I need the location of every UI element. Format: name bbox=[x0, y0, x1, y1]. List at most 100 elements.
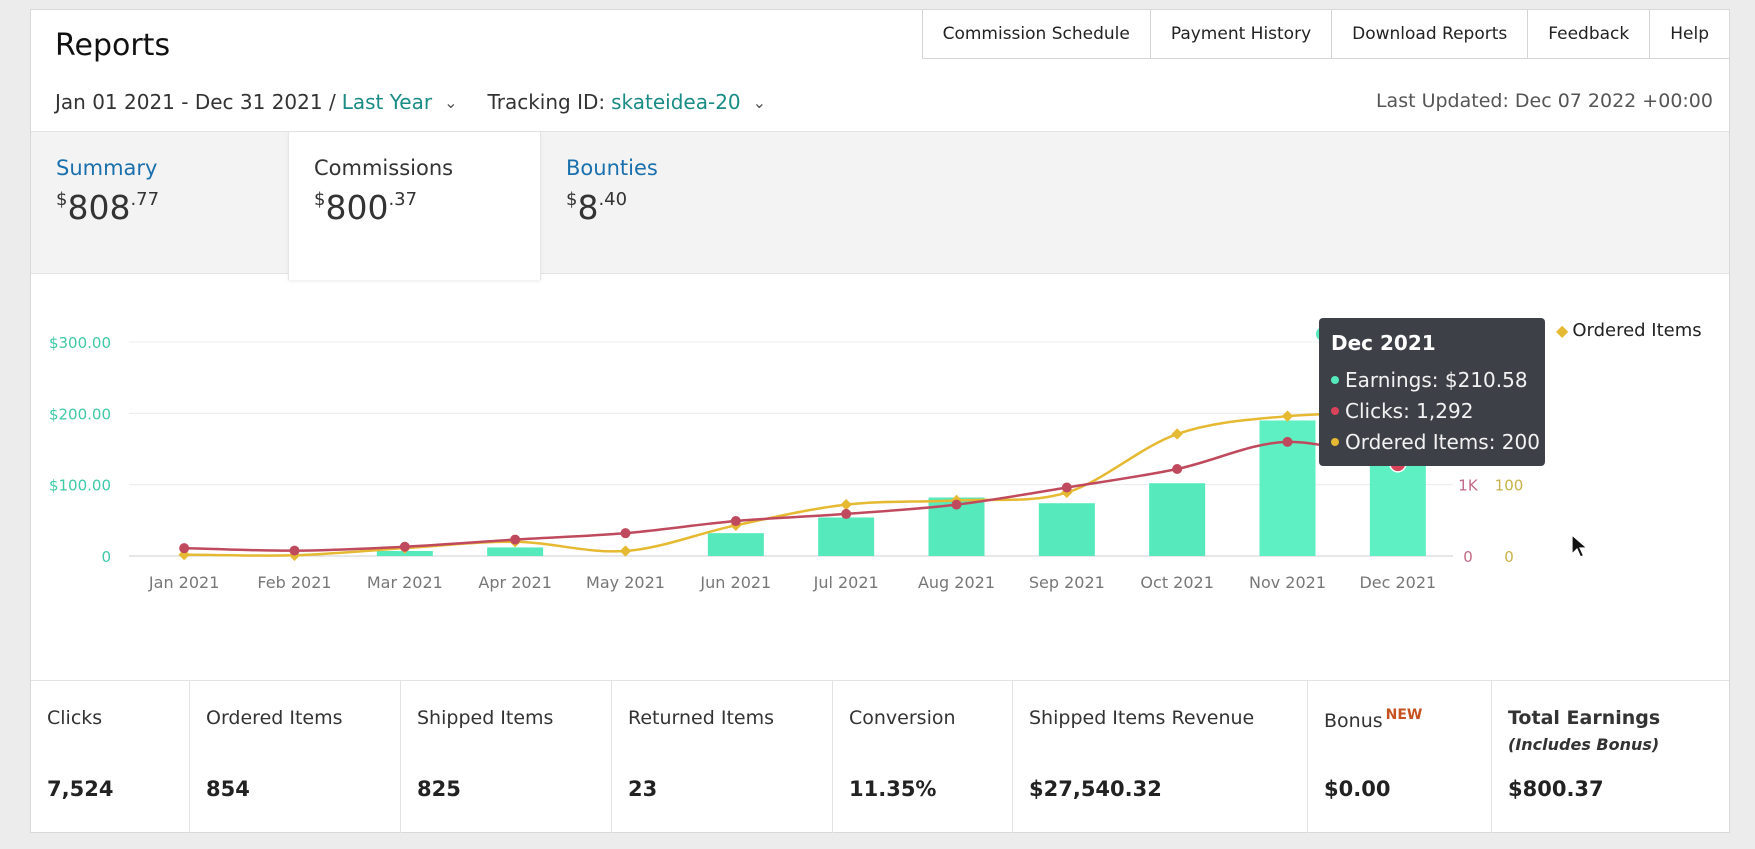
feedback-link[interactable]: Feedback bbox=[1528, 10, 1651, 58]
x-axis-tick: Dec 2021 bbox=[1359, 573, 1436, 592]
metric-value: 23 bbox=[628, 777, 658, 801]
tab-bounties[interactable]: Bounties $8.40 bbox=[541, 132, 771, 275]
metric-shipped-items-revenue: Shipped Items Revenue $27,540.32 bbox=[1013, 681, 1308, 833]
metric-value: 854 bbox=[206, 777, 250, 801]
clicks-point bbox=[730, 516, 741, 527]
left-axis-tick: $300.00 bbox=[49, 334, 111, 352]
metric-total-earnings: Total Earnings (Includes Bonus) $800.37 bbox=[1492, 681, 1729, 833]
earnings-bar bbox=[1038, 503, 1095, 556]
help-link[interactable]: Help bbox=[1670, 24, 1709, 44]
ordered-axis-tick: 0 bbox=[1504, 548, 1514, 566]
earnings-bar bbox=[1149, 483, 1206, 556]
page-title: Reports bbox=[55, 28, 171, 63]
tooltip-ordered: Ordered Items: 200 bbox=[1331, 427, 1540, 458]
commissions-amount: $800.37 bbox=[314, 188, 418, 227]
ordered-items-point bbox=[1281, 410, 1294, 422]
left-axis-tick: $100.00 bbox=[49, 477, 111, 495]
metric-ordered-items: Ordered Items 854 bbox=[190, 681, 401, 833]
metric-shipped-items: Shipped Items 825 bbox=[401, 681, 612, 833]
earnings-bar bbox=[707, 533, 764, 556]
ordered-items-line bbox=[184, 412, 1398, 557]
left-axis-tick: 0 bbox=[101, 548, 111, 566]
tab-summary[interactable]: Summary $808.77 bbox=[31, 132, 261, 275]
metric-label: Total Earnings bbox=[1508, 707, 1661, 729]
clicks-point bbox=[399, 541, 410, 552]
chevron-down-icon[interactable]: ⌄ bbox=[752, 92, 767, 112]
metric-value: 7,524 bbox=[47, 777, 114, 801]
metric-returned-items: Returned Items 23 bbox=[612, 681, 833, 833]
metric-clicks: Clicks 7,524 bbox=[31, 681, 190, 833]
tooltip-earnings: Earnings: $210.58 bbox=[1331, 365, 1533, 396]
earnings-bar bbox=[818, 517, 875, 556]
metric-value: 825 bbox=[417, 777, 461, 801]
chevron-down-icon[interactable]: ⌄ bbox=[444, 92, 458, 112]
legend-ordered-items[interactable]: ◆ Ordered Items bbox=[1556, 320, 1702, 341]
x-axis-tick: Oct 2021 bbox=[1140, 573, 1213, 592]
x-axis-tick: Nov 2021 bbox=[1249, 573, 1326, 592]
metric-label: Shipped Items Revenue bbox=[1029, 707, 1255, 729]
metric-label: Clicks bbox=[47, 707, 103, 729]
chart-tooltip: Dec 2021 Earnings: $210.58 Clicks: 1,292… bbox=[1319, 318, 1545, 466]
new-badge: NEW bbox=[1385, 707, 1423, 723]
tab-label: Summary bbox=[56, 156, 158, 180]
period-dropdown[interactable]: Last Year bbox=[341, 90, 433, 114]
summary-amount: $808.77 bbox=[56, 188, 160, 227]
payment-history-link[interactable]: Payment History bbox=[1151, 10, 1333, 58]
metric-label: Ordered Items bbox=[206, 707, 343, 729]
x-axis-tick: Jul 2021 bbox=[813, 573, 879, 592]
tooltip-clicks: Clicks: 1,292 bbox=[1331, 396, 1533, 427]
metric-label: Returned Items bbox=[628, 707, 774, 729]
metrics-bar: Clicks 7,524 Ordered Items 854 Shipped I… bbox=[31, 680, 1729, 833]
metric-label: Shipped Items bbox=[417, 707, 554, 729]
tracking-id-dropdown[interactable]: skateidea-20 bbox=[611, 90, 741, 114]
left-axis-tick: $200.00 bbox=[49, 405, 111, 423]
diamond-icon: ◆ bbox=[1556, 321, 1569, 340]
bounties-amount: $8.40 bbox=[566, 188, 628, 227]
x-axis-tick: Aug 2021 bbox=[918, 573, 995, 592]
metric-value: $800.37 bbox=[1508, 777, 1604, 801]
download-reports-link[interactable]: Download Reports bbox=[1332, 10, 1529, 58]
x-axis-tick: Sep 2021 bbox=[1029, 573, 1105, 592]
clicks-line bbox=[184, 440, 1399, 552]
metric-sublabel: (Includes Bonus) bbox=[1508, 735, 1660, 754]
date-range: Jan 01 2021 - Dec 31 2021 / bbox=[55, 90, 336, 114]
x-axis-tick: Jun 2021 bbox=[699, 573, 771, 592]
last-updated: Last Updated: Dec 07 2022 +00:00 bbox=[1375, 90, 1713, 112]
commission-schedule-link[interactable]: Commission Schedule bbox=[923, 10, 1151, 58]
clicks-point bbox=[1282, 436, 1293, 447]
clicks-point bbox=[1061, 482, 1072, 493]
clicks-point bbox=[179, 543, 190, 554]
ordered-items-point bbox=[840, 498, 852, 511]
x-axis-tick: Apr 2021 bbox=[478, 573, 551, 592]
x-axis-tick: May 2021 bbox=[586, 573, 665, 592]
metric-label: Bonus NEW bbox=[1324, 707, 1423, 732]
clicks-point bbox=[951, 499, 962, 510]
x-axis-tick: Mar 2021 bbox=[367, 573, 443, 592]
clicks-point bbox=[620, 528, 631, 539]
x-axis-tick: Jan 2021 bbox=[148, 573, 219, 592]
metric-conversion: Conversion 11.35% bbox=[833, 681, 1013, 833]
metric-bonus: Bonus NEW $0.00 bbox=[1308, 681, 1492, 833]
tab-commissions[interactable]: Commissions $800.37 bbox=[288, 132, 541, 280]
ordered-axis-tick: 100 bbox=[1495, 477, 1524, 495]
metric-value: 11.35% bbox=[849, 777, 937, 801]
metric-value: $27,540.32 bbox=[1029, 777, 1162, 801]
filter-row: Jan 01 2021 - Dec 31 2021 / Last Year ⌄ … bbox=[55, 90, 766, 114]
ordered-items-point bbox=[1171, 428, 1183, 440]
reports-page: Reports Commission Schedule Payment Hist… bbox=[30, 9, 1730, 833]
x-axis-tick: Feb 2021 bbox=[257, 573, 331, 592]
earnings-bar bbox=[487, 547, 544, 556]
clicks-axis-tick: 1K bbox=[1458, 477, 1479, 495]
tooltip-title: Dec 2021 bbox=[1331, 331, 1436, 355]
ordered-items-point bbox=[619, 545, 632, 557]
clicks-axis-tick: 0 bbox=[1463, 548, 1473, 566]
tab-label: Commissions bbox=[314, 156, 454, 180]
report-tabs: Summary $808.77 Commissions $800.37 Boun… bbox=[31, 131, 1729, 280]
clicks-point bbox=[510, 534, 521, 545]
top-nav: Commission Schedule Payment History Down… bbox=[921, 10, 1729, 59]
clicks-point bbox=[841, 508, 852, 519]
metric-value: $0.00 bbox=[1324, 777, 1391, 801]
clicks-point bbox=[1172, 463, 1183, 474]
clicks-point bbox=[289, 545, 300, 556]
tab-label: Bounties bbox=[566, 156, 658, 180]
